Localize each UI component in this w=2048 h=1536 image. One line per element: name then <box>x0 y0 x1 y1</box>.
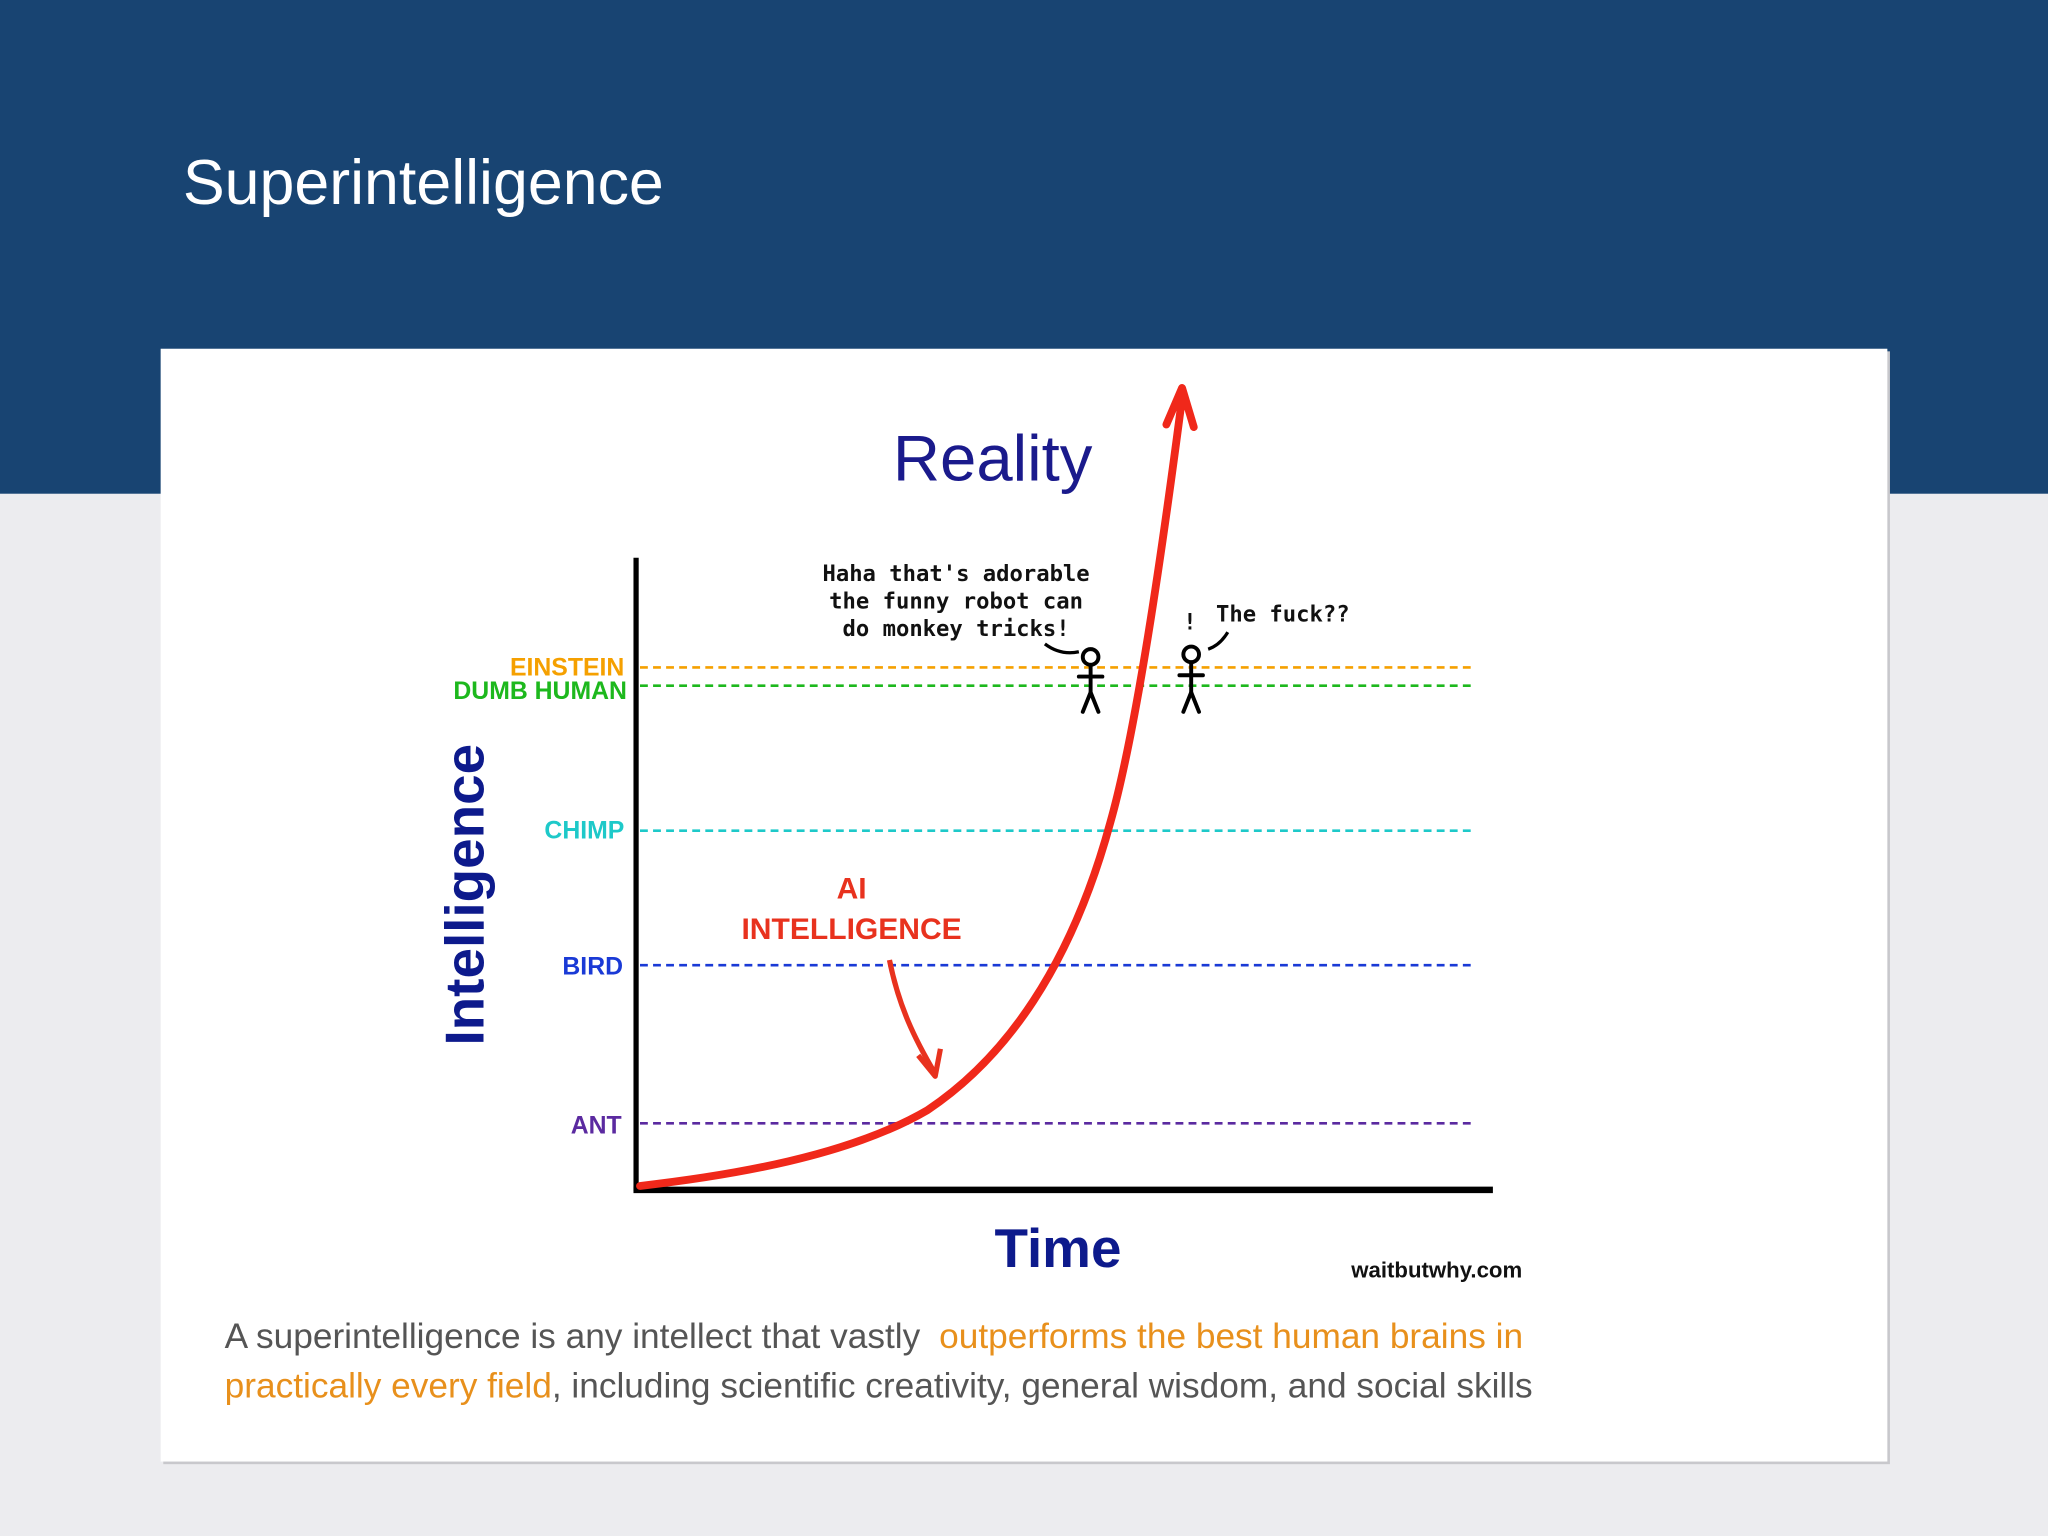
speech-tick <box>1043 642 1080 655</box>
card <box>160 348 1888 1462</box>
level-label: CHIMP <box>544 818 624 845</box>
pointer-arrow <box>886 959 938 1075</box>
speech-line: Haha that's adorable <box>822 561 1089 587</box>
caption-text: A superintelligence is any intellect tha… <box>225 1317 921 1356</box>
curve-arrowhead <box>1162 383 1198 432</box>
caption-highlight: outperforms the best human brains in <box>939 1317 1523 1356</box>
stick-figure <box>1177 644 1205 714</box>
illustration: Reality EINSTEIN DUMB HUMAN CHIMP BIRD A… <box>433 383 1522 1282</box>
curve-label: INTELLIGENCE <box>741 913 961 946</box>
caption-line: practically every field, including scien… <box>225 1367 1533 1406</box>
caption-highlight: practically every field <box>225 1367 552 1406</box>
speech-right: The fuck?? <box>1216 602 1350 628</box>
stick-figure <box>1076 647 1105 714</box>
caption-text: , including scientific creativity, gener… <box>552 1367 1533 1406</box>
exclamation: ! <box>1183 610 1196 636</box>
level-label: BIRD <box>562 953 623 980</box>
speech-tick <box>1207 631 1230 651</box>
slide-title: Superintelligence <box>183 148 664 218</box>
level-label: EINSTEIN <box>510 654 624 681</box>
caption-line: A superintelligence is any intellect tha… <box>225 1317 1523 1356</box>
level-label: ANT <box>571 1113 622 1140</box>
credit: waitbutwhy.com <box>1350 1257 1522 1282</box>
y-axis-label: Intelligence <box>433 744 495 1046</box>
pointer-arrowhead <box>916 1048 943 1079</box>
curve-label: AI <box>837 873 867 906</box>
ai-curve <box>636 394 1186 1190</box>
speech-line: do monkey tricks! <box>843 616 1070 642</box>
speech-line: the funny robot can <box>829 589 1083 615</box>
figure-title: Reality <box>893 422 1093 495</box>
x-axis-label: Time <box>994 1217 1121 1279</box>
level-label: DUMB HUMAN <box>453 678 627 705</box>
